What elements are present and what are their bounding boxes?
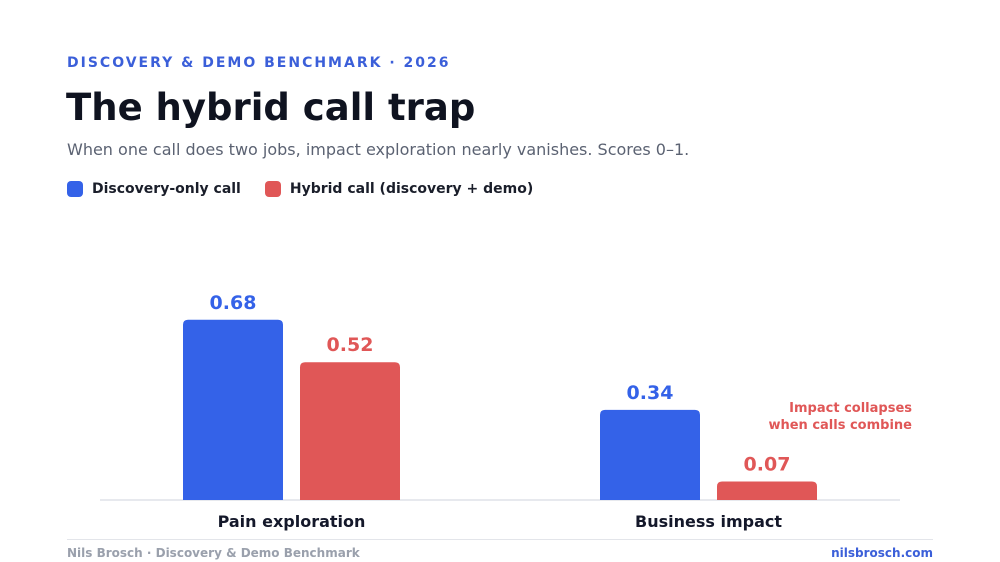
bar-hybrid-business-impact: [717, 481, 817, 500]
legend: Discovery-only call Hybrid call (discove…: [67, 181, 533, 197]
footer-credit: Nils Brosch · Discovery & Demo Benchmark: [67, 546, 360, 560]
data-label-hybrid-pain-exploration: 0.52: [327, 334, 374, 356]
footer-divider: [67, 539, 933, 540]
bar-discovery-pain-exploration: [183, 319, 283, 500]
chart-subtitle: When one call does two jobs, impact expl…: [67, 140, 690, 159]
bar-hybrid-pain-exploration: [300, 362, 400, 500]
legend-swatch-discovery: [67, 181, 83, 197]
bar-discovery-business-impact: [600, 409, 700, 500]
legend-label-hybrid: Hybrid call (discovery + demo): [289, 181, 534, 197]
legend-item-hybrid: Hybrid call (discovery + demo): [264, 181, 534, 197]
category-label-pain-exploration: Pain exploration: [218, 512, 366, 531]
data-label-hybrid-business-impact: 0.07: [744, 453, 791, 475]
chart-eyebrow: DISCOVERY & DEMO BENCHMARK · 2026: [67, 55, 451, 71]
legend-label-discovery: Discovery-only call: [92, 181, 241, 197]
category-label-business-impact: Business impact: [635, 512, 782, 531]
annotation-line-1: Impact collapses: [789, 401, 912, 416]
annotation-line-2: when calls combine: [768, 418, 912, 433]
legend-item-discovery: Discovery-only call: [67, 181, 241, 197]
data-label-discovery-pain-exploration: 0.68: [210, 292, 257, 314]
footer-link[interactable]: nilsbrosch.com: [831, 546, 933, 560]
data-label-discovery-business-impact: 0.34: [627, 382, 674, 404]
legend-swatch-hybrid: [264, 181, 281, 197]
chart-title: The hybrid call trap: [66, 86, 476, 129]
